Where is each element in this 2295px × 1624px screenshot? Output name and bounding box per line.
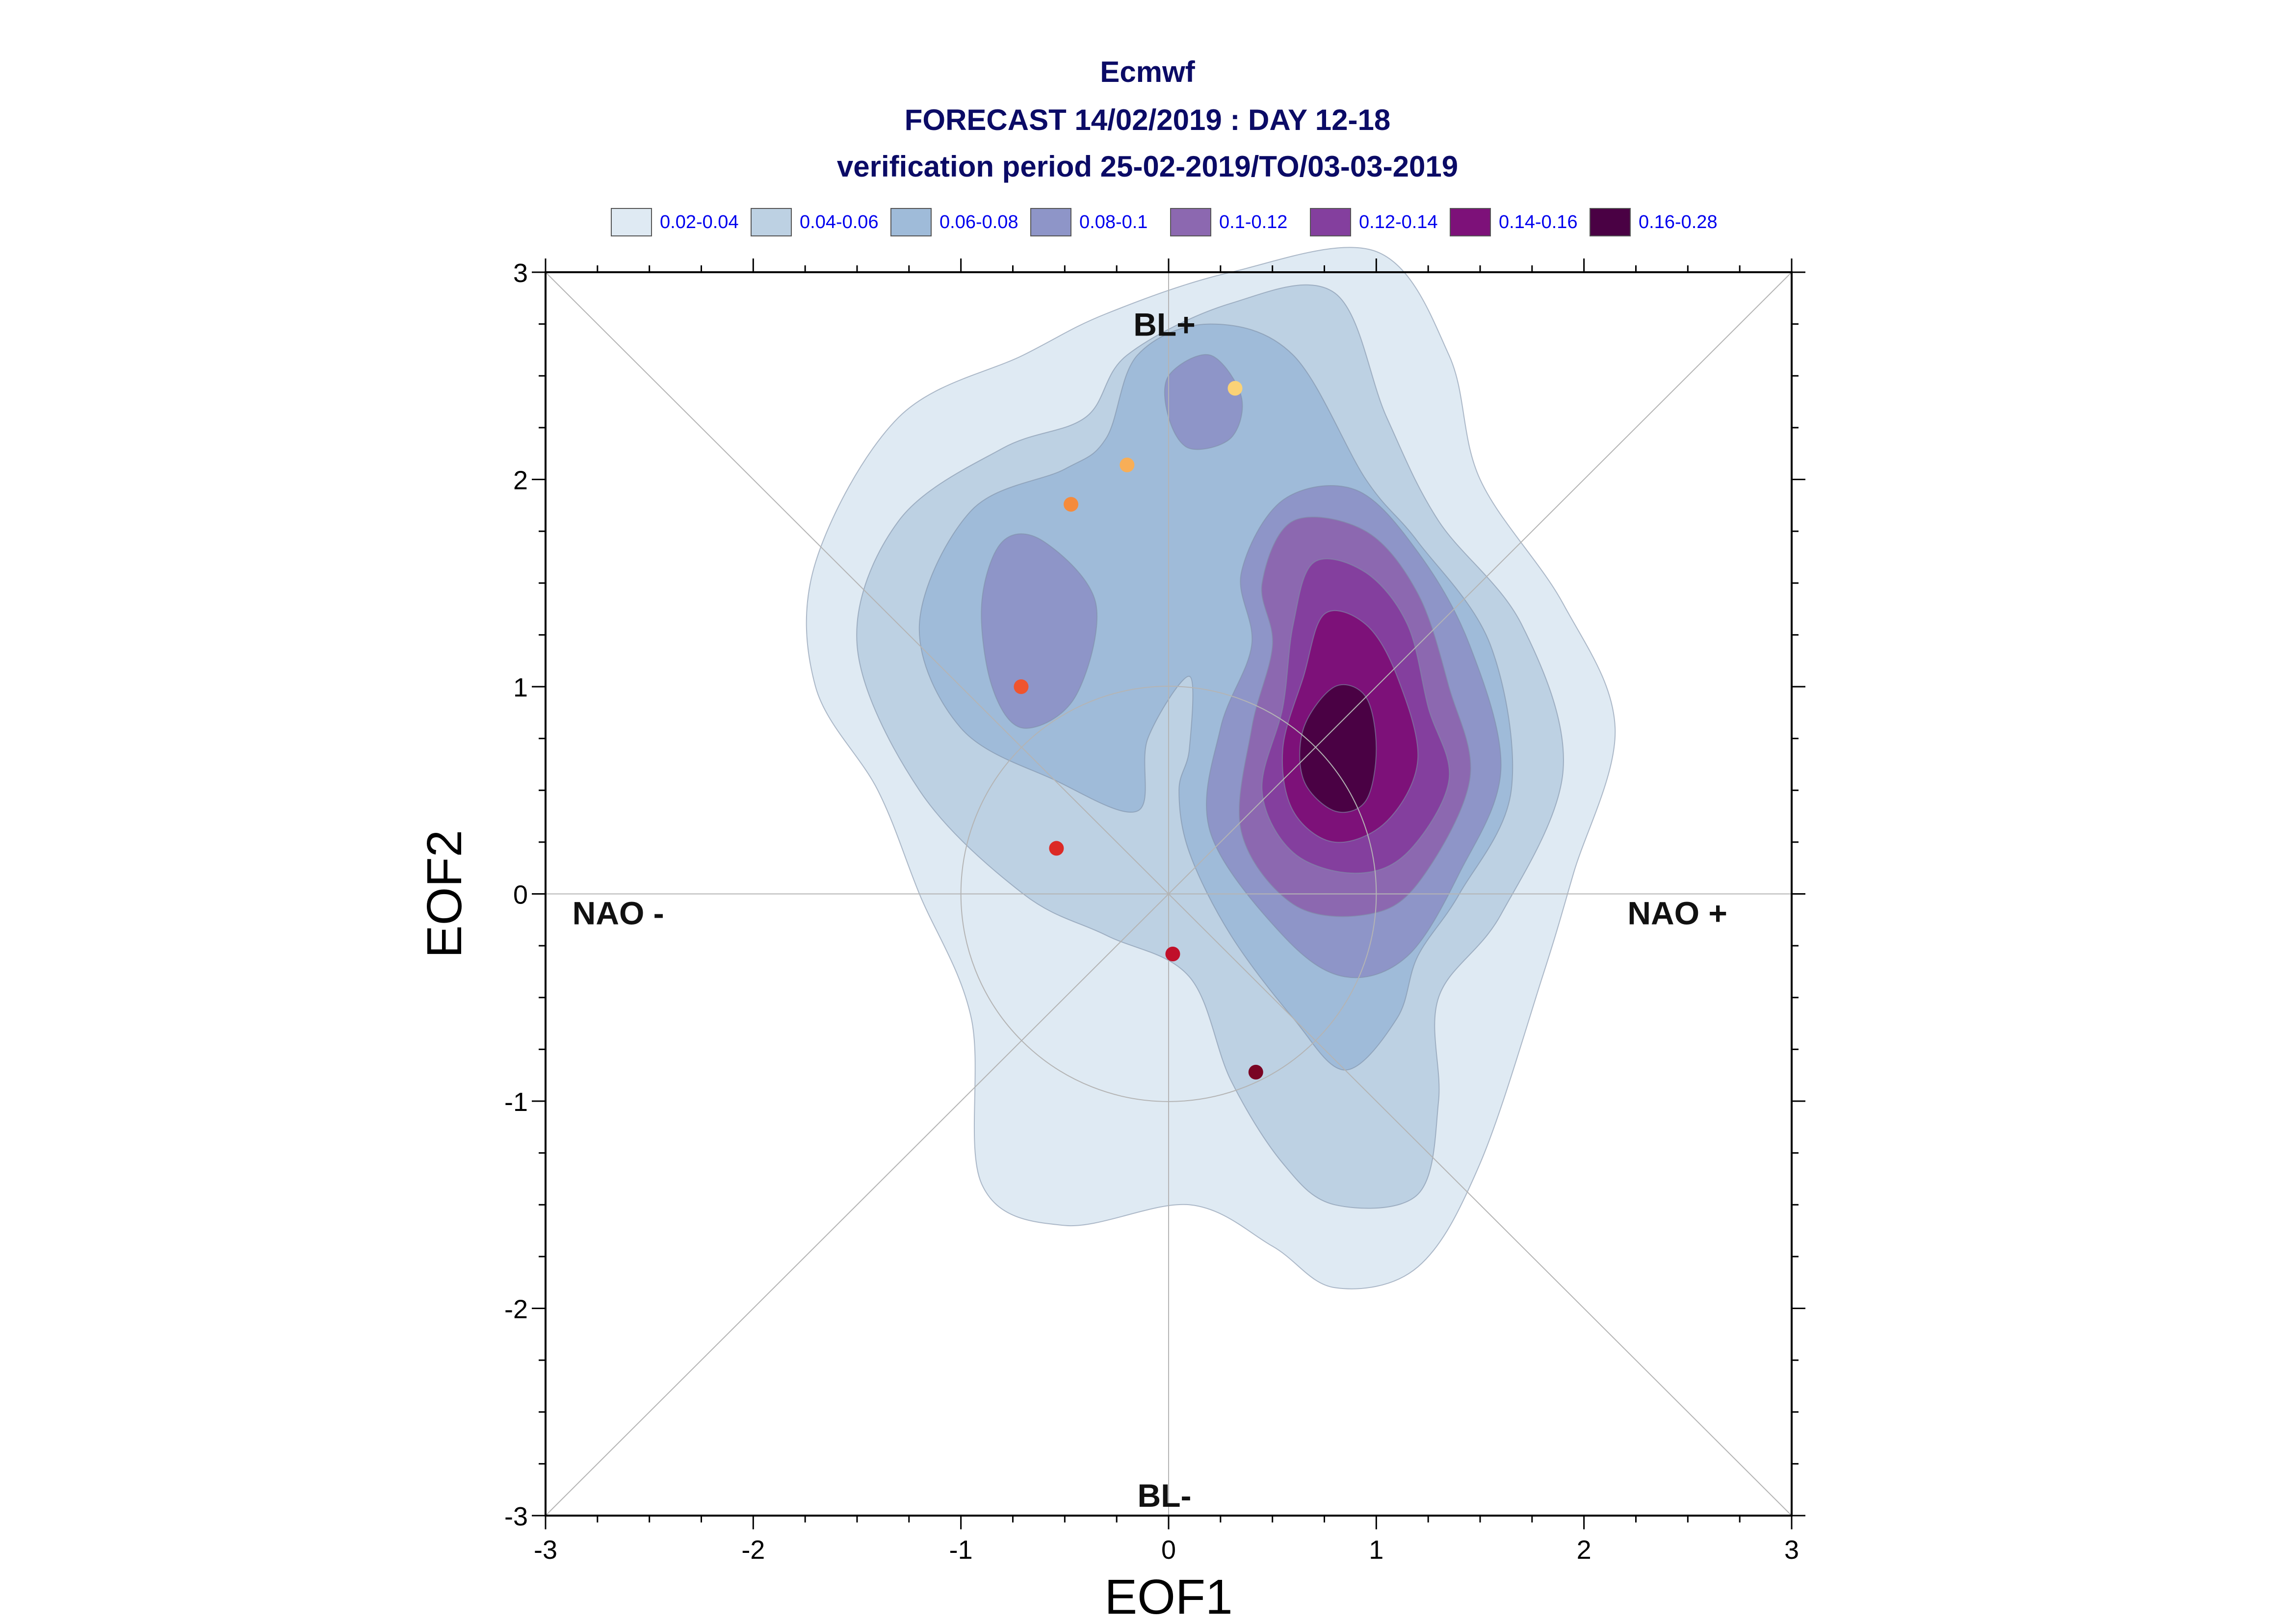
legend-label: 0.02-0.04 (660, 212, 739, 232)
forecast-point (1248, 1064, 1263, 1080)
y-tick-label: 3 (513, 258, 528, 288)
x-tick-label: 0 (1161, 1535, 1176, 1565)
legend-swatch (890, 208, 932, 236)
x-tick-label: -1 (949, 1535, 973, 1565)
density-contours (806, 247, 1616, 1289)
legend-swatch (1590, 208, 1631, 236)
legend-label: 0.1-0.12 (1219, 212, 1288, 232)
axes: -3 -2 -1 0 1 2 3 -3 -2 -1 0 1 2 3 EOF1 EOF2 (417, 258, 1805, 1624)
legend-swatch (1030, 208, 1071, 236)
forecast-point (1014, 679, 1029, 694)
legend-swatch (1170, 208, 1211, 236)
legend-swatch (1310, 208, 1351, 236)
chart-title-line-3: verification period 25-02-2019/TO/03-03-… (836, 150, 1459, 183)
forecast-points (1014, 381, 1263, 1080)
forecast-point (1064, 497, 1079, 512)
x-tick-label: 2 (1577, 1535, 1591, 1565)
regime-label: BL- (1138, 1477, 1192, 1514)
y-axis-title: EOF2 (417, 830, 472, 958)
legend-swatch (1450, 208, 1491, 236)
legend-label: 0.08-0.1 (1079, 212, 1148, 232)
forecast-point (1165, 947, 1180, 962)
legend-label: 0.06-0.08 (939, 212, 1018, 232)
legend-label: 0.12-0.14 (1359, 212, 1438, 232)
forecast-point (1120, 457, 1135, 472)
y-tick-label: -2 (504, 1295, 528, 1324)
regime-label: NAO + (1627, 895, 1727, 931)
regime-label: NAO - (573, 895, 664, 931)
x-axis-title: EOF1 (1104, 1570, 1232, 1624)
y-tick-label: -1 (504, 1087, 528, 1117)
y-tick-label: 1 (513, 673, 528, 702)
x-tick-label: 3 (1784, 1535, 1799, 1565)
contour-0.08-0.1 (981, 533, 1098, 729)
unit-circle (960, 686, 1377, 1102)
contour-0.16-0.28 (1299, 684, 1377, 813)
y-tick-label: 2 (513, 466, 528, 495)
chart-title-line-2: FORECAST 14/02/2019 : DAY 12-18 (904, 103, 1391, 136)
legend-swatch (751, 208, 792, 236)
forecast-point (1227, 381, 1243, 396)
regime-label: BL+ (1133, 307, 1196, 343)
regime-labels: BL+ BL- NAO - NAO + (573, 307, 1727, 1514)
y-tick-label: -3 (504, 1502, 528, 1531)
chart-title-line-1: Ecmwf (1100, 55, 1195, 88)
x-tick-label: -3 (534, 1535, 557, 1565)
x-tick-label: -2 (741, 1535, 765, 1565)
legend-label: 0.04-0.06 (800, 212, 879, 232)
legend-label: 0.16-0.28 (1639, 212, 1718, 232)
regime-guides (545, 272, 1792, 1516)
x-tick-label: 1 (1369, 1535, 1383, 1565)
forecast-point (1049, 841, 1064, 856)
legend-swatch (611, 208, 652, 236)
y-tick-label: 0 (513, 880, 528, 910)
legend-label: 0.14-0.16 (1499, 212, 1578, 232)
